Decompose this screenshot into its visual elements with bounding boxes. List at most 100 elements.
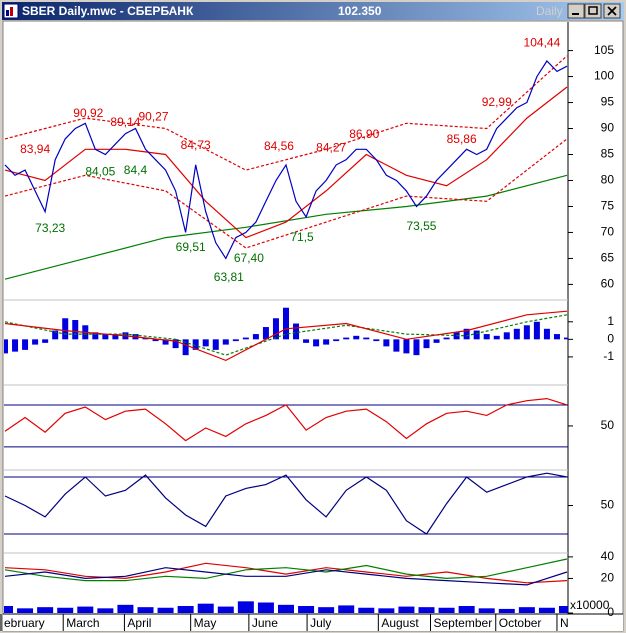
histogram-bar [32,339,39,345]
y-tick-label: 50 [601,498,615,512]
histogram-bar [92,332,99,340]
maximize-button[interactable] [584,3,602,19]
volume-bar [518,607,535,613]
price-annotation: 83,94 [20,142,50,156]
y-tick-label: 40 [601,549,615,563]
histogram-bar [22,339,29,350]
y-tick-label: 20 [601,571,615,585]
histogram-bar [222,339,229,345]
volume-bar [197,603,214,613]
volume-bar [538,607,555,613]
window-buttons[interactable] [567,3,621,19]
histogram-bar [212,339,219,350]
histogram-bar [373,339,380,342]
y-tick-label: 105 [594,43,614,57]
y-tick-label: 50 [601,418,615,432]
histogram-bar [353,335,360,340]
histogram-bar [383,339,390,347]
histogram-bar [563,337,568,340]
y-tick-label: 100 [594,69,614,83]
histogram-bar [242,337,249,340]
price-readout: 102.350 [338,4,382,18]
price-annotation: 89,14 [110,115,140,129]
price-annotation: 90,92 [73,106,103,120]
y-tick-label: 1 [607,314,614,328]
histogram-bar [533,321,540,340]
series-line [4,567,568,586]
histogram-bar [112,334,119,340]
date-strip [3,614,623,631]
price-annotation: 84,73 [181,138,211,152]
x-tick-label: N [560,616,569,630]
volume-bar [458,606,475,613]
histogram-bar [473,330,480,340]
y-tick-label: 70 [601,225,615,239]
x-tick-label: May [194,616,217,630]
volume-bar [4,606,14,613]
histogram-bar [272,318,279,340]
histogram-bar [152,339,159,342]
histogram-bar [52,330,59,340]
histogram-bar [493,335,500,340]
volume-bar [298,606,315,613]
volume-bar [478,608,495,613]
volume-bar [398,606,415,613]
y-tick-label: 80 [601,173,615,187]
histogram-bar [72,320,79,340]
histogram-bar [303,339,310,343]
volume-bar [358,607,375,613]
price-annotation: 73,55 [406,219,436,233]
price-annotation: 69,51 [176,240,206,254]
volume-bar [237,601,254,613]
volume-bar [418,607,435,613]
histogram-bar [333,339,340,342]
series-line [4,174,568,280]
volume-bar [318,607,335,613]
close-glyph [607,6,617,16]
series-line [4,55,568,171]
series-line [4,562,568,584]
volume-bar [217,606,234,613]
y-tick-label: -1 [603,349,614,363]
period-label: Daily [536,4,563,18]
series-line [4,60,568,260]
price-annotation: 63,81 [214,270,244,284]
histogram-bar [42,339,49,343]
histogram-bar [192,339,199,350]
volume-bar [77,606,94,613]
histogram-bar [413,339,420,356]
minimize-button[interactable] [567,3,585,19]
histogram-bar [202,339,209,347]
volume-bar [338,605,355,613]
histogram-bar [313,339,320,347]
y-tick-label: 0 [607,332,614,346]
y-tick-label: 65 [601,251,615,265]
price-annotation: 86,90 [349,127,379,141]
histogram-bar [162,339,169,345]
histogram-bar [323,339,330,345]
price-annotation: 85,86 [447,132,477,146]
title-bar [2,2,624,20]
y-tick-label: 60 [601,277,615,291]
histogram-bar [433,339,440,343]
app-icon [6,10,9,16]
volume-bar [37,607,54,613]
histogram-bar [463,328,470,340]
price-annotation: 71,5 [290,230,314,244]
histogram-bar [513,328,520,340]
histogram-bar [12,339,19,352]
volume-bar [257,602,274,613]
series-line [4,138,568,249]
volume-bar [117,604,134,613]
price-annotation: 84,56 [264,139,294,153]
x-tick-label: August [381,616,419,630]
histogram-bar [523,325,530,340]
histogram-bar [363,337,370,340]
volume-bar [157,607,174,613]
histogram-bar [102,334,109,340]
series-line [4,310,568,362]
minimize-glyph [572,13,579,15]
histogram-bar [262,327,269,340]
